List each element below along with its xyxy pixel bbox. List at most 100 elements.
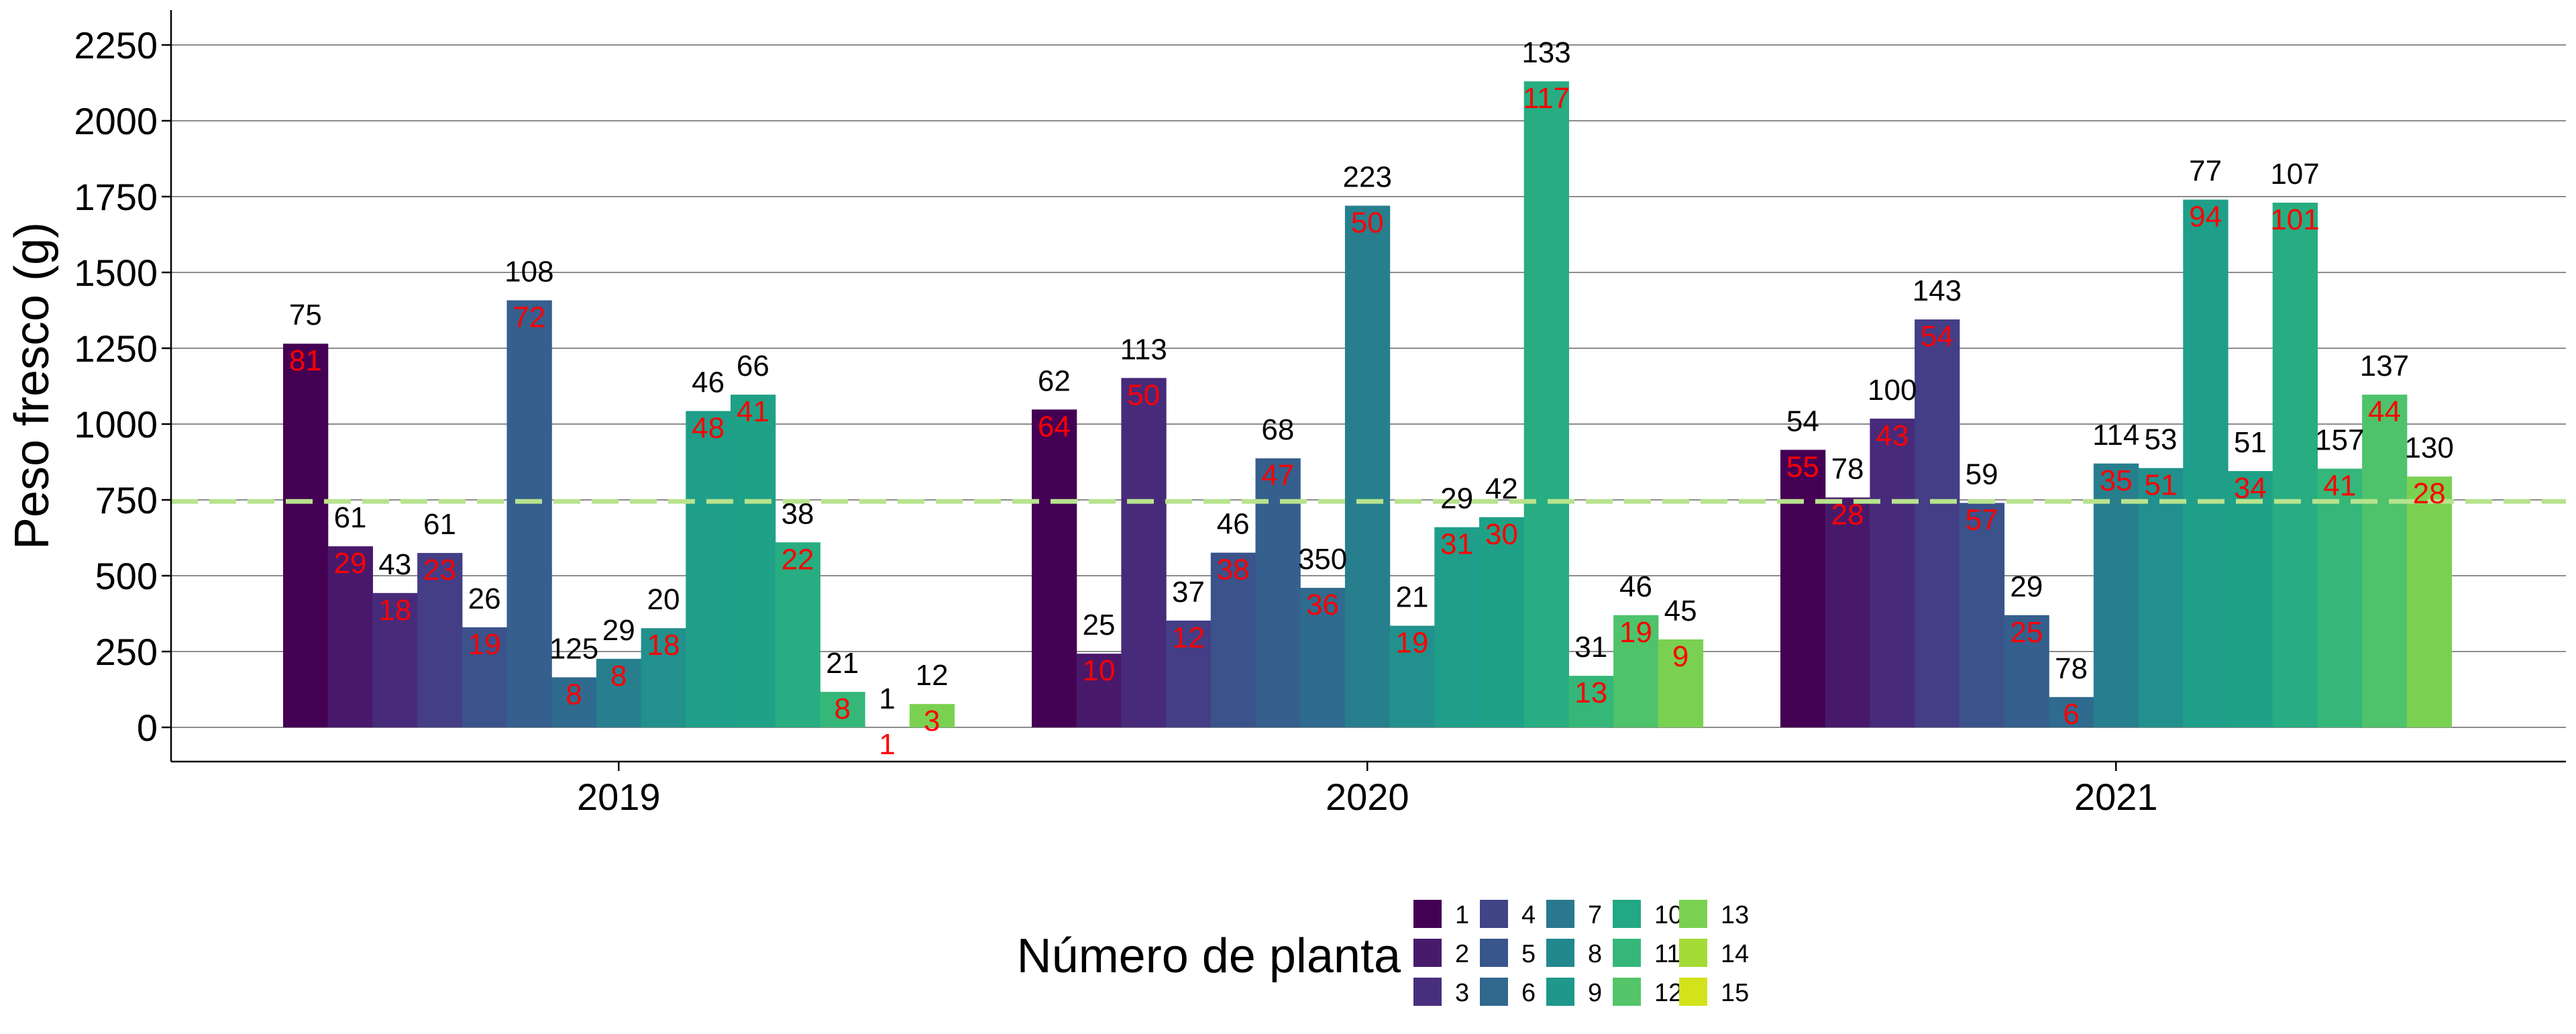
bar-2019-planta-6 [506,300,552,728]
bar-2019-planta-15 [909,704,955,727]
bar-2020-planta-3 [1121,378,1167,727]
bar-2020-planta-13 [1568,676,1614,727]
y-tick-label-2250: 2250 [74,24,158,66]
bar-2020-planta-7 [1300,588,1346,727]
top-label-2021-5: 59 [1966,458,1998,491]
inner-label-2021-8: 35 [2100,464,2133,497]
top-label-2021-11: 51 [2234,426,2267,459]
bar-2021-planta-15 [2406,476,2453,727]
top-label-2019-12: 38 [782,497,814,530]
top-label-2021-2: 78 [1831,452,1864,485]
legend-label-1: 1 [1455,901,1469,929]
y-tick-label-1000: 1000 [74,403,158,446]
top-label-2021-10: 77 [2189,155,2222,188]
y-tick-label-250: 250 [95,631,158,673]
top-label-2019-10: 46 [692,366,724,399]
legend-label-5: 5 [1521,940,1536,968]
inner-label-2021-14: 44 [2368,395,2401,428]
top-label-2019-13: 21 [826,647,859,680]
bar-2020-planta-2 [1076,654,1122,727]
bar-2021-planta-9 [2138,468,2184,727]
bar-2020-planta-9 [1389,625,1435,727]
top-label-2020-1: 62 [1038,364,1071,397]
bar-2020-planta-10 [1434,527,1480,727]
top-label-2020-3: 113 [1120,333,1167,366]
inner-label-2021-2: 28 [1831,498,1864,531]
legend-swatch-15 [1679,978,1707,1006]
top-label-2021-14: 137 [2360,350,2409,382]
top-label-2021-1: 54 [1786,405,1819,437]
legend-label-12: 12 [1654,979,1682,1007]
inner-label-2020-3: 50 [1127,378,1160,411]
top-label-2021-13: 157 [2315,423,2364,456]
legend-swatch-7 [1546,900,1574,928]
inner-label-2019-9: 18 [647,629,680,662]
legend-swatch-14 [1679,939,1707,967]
bar-2020-planta-11 [1479,517,1525,727]
y-tick-label-750: 750 [95,479,158,521]
bar-2019-planta-13 [820,692,865,727]
top-label-2020-8: 223 [1343,161,1392,194]
y-tick-label-0: 0 [137,707,158,749]
inner-label-2019-1: 81 [289,344,322,377]
legend-label-3: 3 [1455,979,1469,1007]
top-label-2019-3: 43 [378,548,411,581]
bar-2019-planta-5 [462,627,508,727]
inner-label-2021-11: 34 [2234,472,2267,505]
inner-label-2019-13: 8 [835,692,851,725]
top-label-2021-15: 130 [2404,431,2453,464]
bar-2019-planta-3 [372,592,418,727]
top-label-2019-1: 75 [289,299,322,331]
inner-label-2021-3: 43 [1876,419,1909,452]
top-label-2020-7: 350 [1298,543,1347,576]
inner-label-2020-10: 31 [1440,528,1473,561]
bar-2021-planta-2 [1825,497,1870,727]
legend-label-9: 9 [1588,979,1602,1007]
bar-2019-planta-4 [417,553,463,727]
inner-label-2021-7: 6 [2063,698,2079,731]
legend-label-14: 14 [1721,940,1749,968]
top-label-2020-10: 29 [1440,482,1473,515]
inner-label-2021-13: 41 [2323,469,2356,502]
top-label-2019-7: 125 [549,632,598,665]
top-label-2019-15: 12 [916,659,949,692]
y-tick-label-500: 500 [95,555,158,597]
legend-swatch-3 [1413,978,1442,1006]
bar-2021-planta-1 [1780,450,1826,727]
top-label-2021-12: 107 [2270,158,2319,191]
inner-label-2019-2: 29 [334,547,367,580]
inner-label-2021-15: 28 [2413,477,2446,510]
bar-2021-planta-13 [2317,468,2363,727]
y-tick-label-1500: 1500 [74,252,158,294]
bar-2020-planta-5 [1210,552,1256,727]
bar-2021-planta-3 [1870,418,1915,727]
top-label-2019-9: 20 [647,583,680,616]
top-label-2021-8: 114 [2092,419,2139,452]
legend-swatch-10 [1613,900,1641,928]
inner-label-2020-11: 30 [1485,518,1518,551]
inner-label-2019-10: 48 [692,412,724,445]
top-label-2019-2: 61 [334,501,367,534]
inner-label-2019-12: 22 [782,543,814,576]
inner-label-2020-9: 19 [1395,627,1428,660]
top-label-2020-15: 45 [1664,594,1697,627]
inner-label-2020-7: 36 [1306,588,1339,621]
top-label-2020-14: 46 [1619,570,1652,603]
legend-swatch-11 [1613,939,1641,967]
legend-label-6: 6 [1521,979,1536,1007]
inner-label-2020-2: 10 [1083,654,1116,687]
x-tick-label-2019: 2019 [577,776,661,818]
top-label-2020-5: 46 [1217,508,1250,541]
inner-label-2021-6: 25 [2010,616,2043,649]
legend-swatch-12 [1613,978,1641,1006]
legend-swatch-13 [1679,900,1707,928]
inner-label-2020-14: 19 [1619,616,1652,649]
inner-label-2021-1: 55 [1786,450,1819,483]
bar-2019-planta-12 [775,542,820,727]
bar-2019-planta-10 [686,411,731,727]
bar-2019-planta-8 [596,658,642,727]
bar-2021-planta-10 [2183,199,2229,727]
bar-2021-planta-5 [1959,503,2005,727]
legend-swatch-6 [1480,978,1508,1006]
